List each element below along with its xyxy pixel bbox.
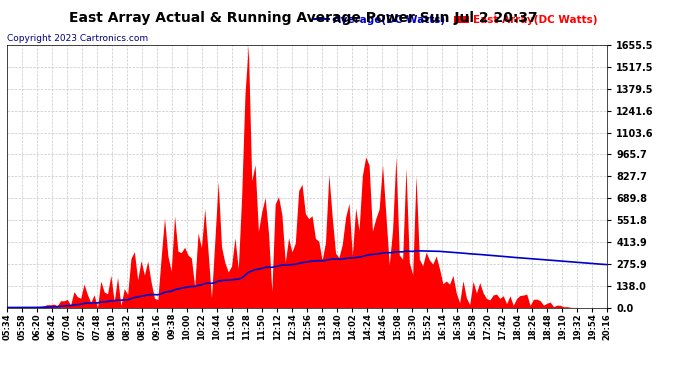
Text: East Array Actual & Running Average Power Sun Jul 2 20:37: East Array Actual & Running Average Powe…: [69, 11, 538, 25]
Text: Copyright 2023 Cartronics.com: Copyright 2023 Cartronics.com: [7, 34, 148, 43]
Legend: Average(DC Watts), East Array(DC Watts): Average(DC Watts), East Array(DC Watts): [309, 11, 602, 29]
